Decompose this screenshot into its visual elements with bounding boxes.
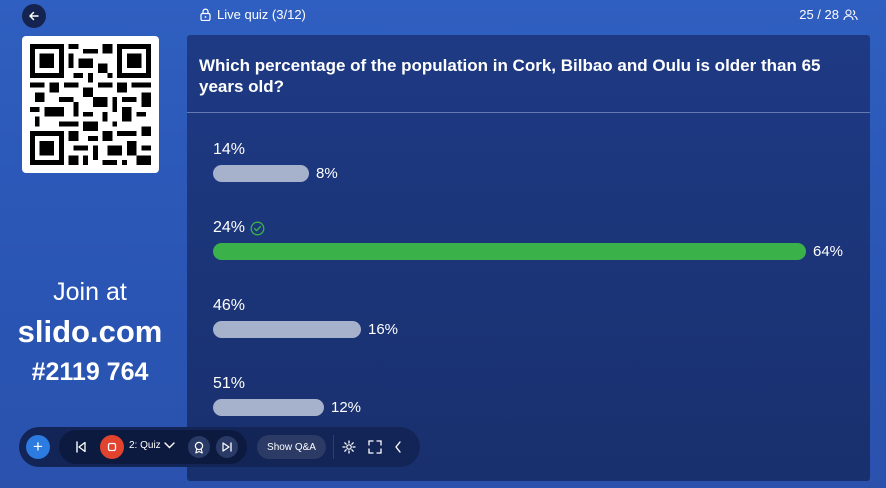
participant-count-text: 25 / 28 bbox=[799, 7, 839, 22]
poll-selector[interactable]: 2: Quiz bbox=[129, 440, 175, 451]
vote-percentage: 64% bbox=[813, 243, 844, 260]
stop-button[interactable] bbox=[100, 435, 124, 459]
result-bar bbox=[213, 165, 309, 182]
participant-count: 25 / 28 bbox=[799, 7, 858, 22]
leaderboard-button[interactable] bbox=[188, 436, 210, 458]
lock-icon bbox=[200, 8, 211, 21]
option-label: 24% bbox=[213, 219, 843, 237]
skip-forward-icon bbox=[222, 442, 232, 452]
chevron-down-icon bbox=[163, 442, 175, 449]
option-bar-row: 8% bbox=[213, 165, 338, 182]
medal-icon bbox=[194, 441, 204, 454]
skip-back-icon bbox=[76, 441, 86, 453]
poll-selector-label: 2: Quiz bbox=[129, 440, 161, 451]
result-bar bbox=[213, 399, 324, 416]
previous-button[interactable] bbox=[75, 440, 87, 454]
option-label-text: 24% bbox=[213, 219, 246, 236]
option-row: 24% 64% bbox=[213, 219, 843, 260]
back-button[interactable] bbox=[22, 4, 46, 28]
poll-title: Live quiz (3/12) bbox=[200, 7, 306, 22]
option-bar-row: 12% bbox=[213, 399, 361, 416]
vote-percentage: 12% bbox=[331, 399, 362, 416]
option-label-text: 14% bbox=[213, 141, 246, 158]
result-bar bbox=[213, 321, 361, 338]
plus-icon: + bbox=[33, 437, 43, 456]
chevron-left-icon bbox=[395, 441, 401, 453]
stop-icon bbox=[107, 442, 117, 452]
qr-code bbox=[22, 36, 159, 173]
question-text: Which percentage of the population in Co… bbox=[187, 35, 870, 113]
arrow-left-icon bbox=[29, 11, 39, 21]
toolbar-divider bbox=[333, 435, 334, 459]
show-qa-button[interactable]: Show Q&A bbox=[257, 435, 326, 459]
fullscreen-button[interactable] bbox=[368, 440, 382, 454]
qr-code-image bbox=[30, 44, 151, 165]
users-icon bbox=[843, 8, 858, 20]
poll-controls bbox=[59, 430, 247, 464]
option-row: 51% 12% bbox=[213, 375, 361, 416]
vote-percentage: 16% bbox=[368, 321, 399, 338]
settings-button[interactable] bbox=[342, 440, 356, 454]
next-button[interactable] bbox=[216, 436, 238, 458]
vote-percentage: 8% bbox=[316, 165, 338, 182]
option-label-text: 51% bbox=[213, 375, 246, 392]
collapse-toolbar-button[interactable] bbox=[394, 440, 402, 454]
option-bar-row: 64% bbox=[213, 243, 843, 260]
fullscreen-icon bbox=[368, 440, 382, 454]
join-url: slido.com bbox=[17, 314, 163, 349]
option-bar-row: 16% bbox=[213, 321, 398, 338]
option-label-text: 46% bbox=[213, 297, 246, 314]
option-label: 14% bbox=[213, 141, 338, 159]
option-label: 46% bbox=[213, 297, 398, 315]
add-poll-button[interactable]: + bbox=[26, 435, 50, 459]
poll-title-text: Live quiz (3/12) bbox=[217, 7, 306, 22]
check-circle-icon bbox=[250, 221, 265, 235]
gear-icon bbox=[342, 440, 356, 454]
option-row: 46% 16% bbox=[213, 297, 398, 338]
join-label: Join at bbox=[53, 278, 127, 306]
option-label: 51% bbox=[213, 375, 361, 393]
option-row: 14% 8% bbox=[213, 141, 338, 182]
presenter-toolbar: + 2: Quiz Show Q&A bbox=[19, 427, 420, 467]
event-code: #2119 764 bbox=[31, 358, 149, 386]
result-bar bbox=[213, 243, 806, 260]
question-panel: Which percentage of the population in Co… bbox=[187, 35, 870, 481]
